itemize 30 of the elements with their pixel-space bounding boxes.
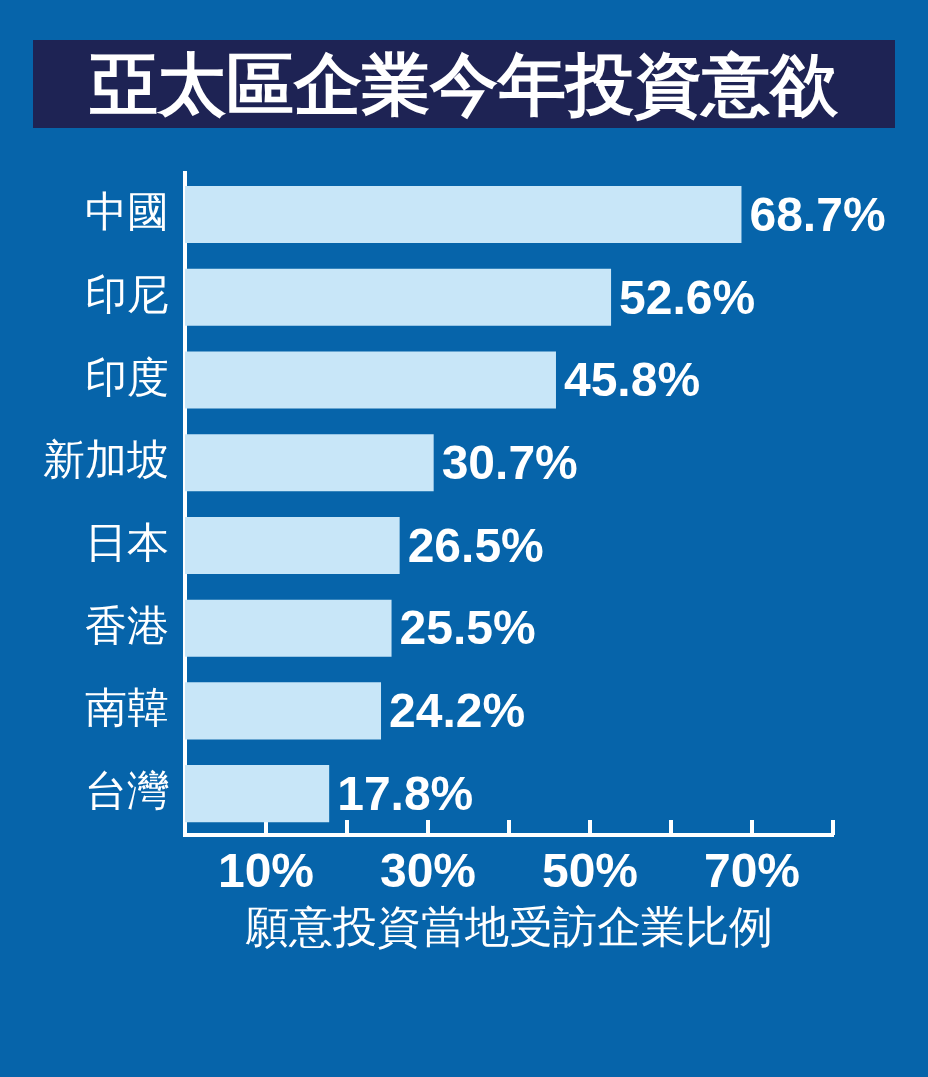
y-tick-label: 香港 <box>85 601 169 649</box>
data-label: 26.5% <box>407 518 544 572</box>
x-tick-label: 30% <box>379 844 477 898</box>
data-label: 30.7% <box>441 435 578 489</box>
x-axis-title: 願意投資當地受訪企業比例 <box>245 901 773 951</box>
data-label: 68.7% <box>749 187 886 241</box>
chart-title: 亞太區企業今年投資意欲 <box>33 40 895 128</box>
bar <box>185 682 382 740</box>
y-tick-label: 印度 <box>85 353 169 401</box>
y-tick-label: 日本 <box>85 519 169 567</box>
data-label: 45.8% <box>563 353 701 407</box>
y-tick-label: 印尼 <box>85 270 169 318</box>
y-tick-label: 中國 <box>85 188 169 236</box>
x-tick-label: 10% <box>217 844 315 898</box>
bar <box>185 268 612 326</box>
y-tick-label: 台灣 <box>85 767 169 815</box>
bar <box>185 765 330 823</box>
bar <box>185 351 556 409</box>
x-tick-label: 70% <box>703 844 801 898</box>
y-tick-label: 南韓 <box>85 684 169 732</box>
bar <box>185 516 400 574</box>
bar <box>185 186 742 244</box>
data-label: 25.5% <box>399 601 536 655</box>
x-tick-label: 50% <box>541 844 639 898</box>
bar <box>185 434 434 492</box>
data-label: 17.8% <box>337 766 474 820</box>
y-tick-label: 新加坡 <box>43 436 169 484</box>
bar <box>185 599 392 657</box>
data-label: 24.2% <box>389 684 526 738</box>
data-label: 52.6% <box>619 270 756 324</box>
